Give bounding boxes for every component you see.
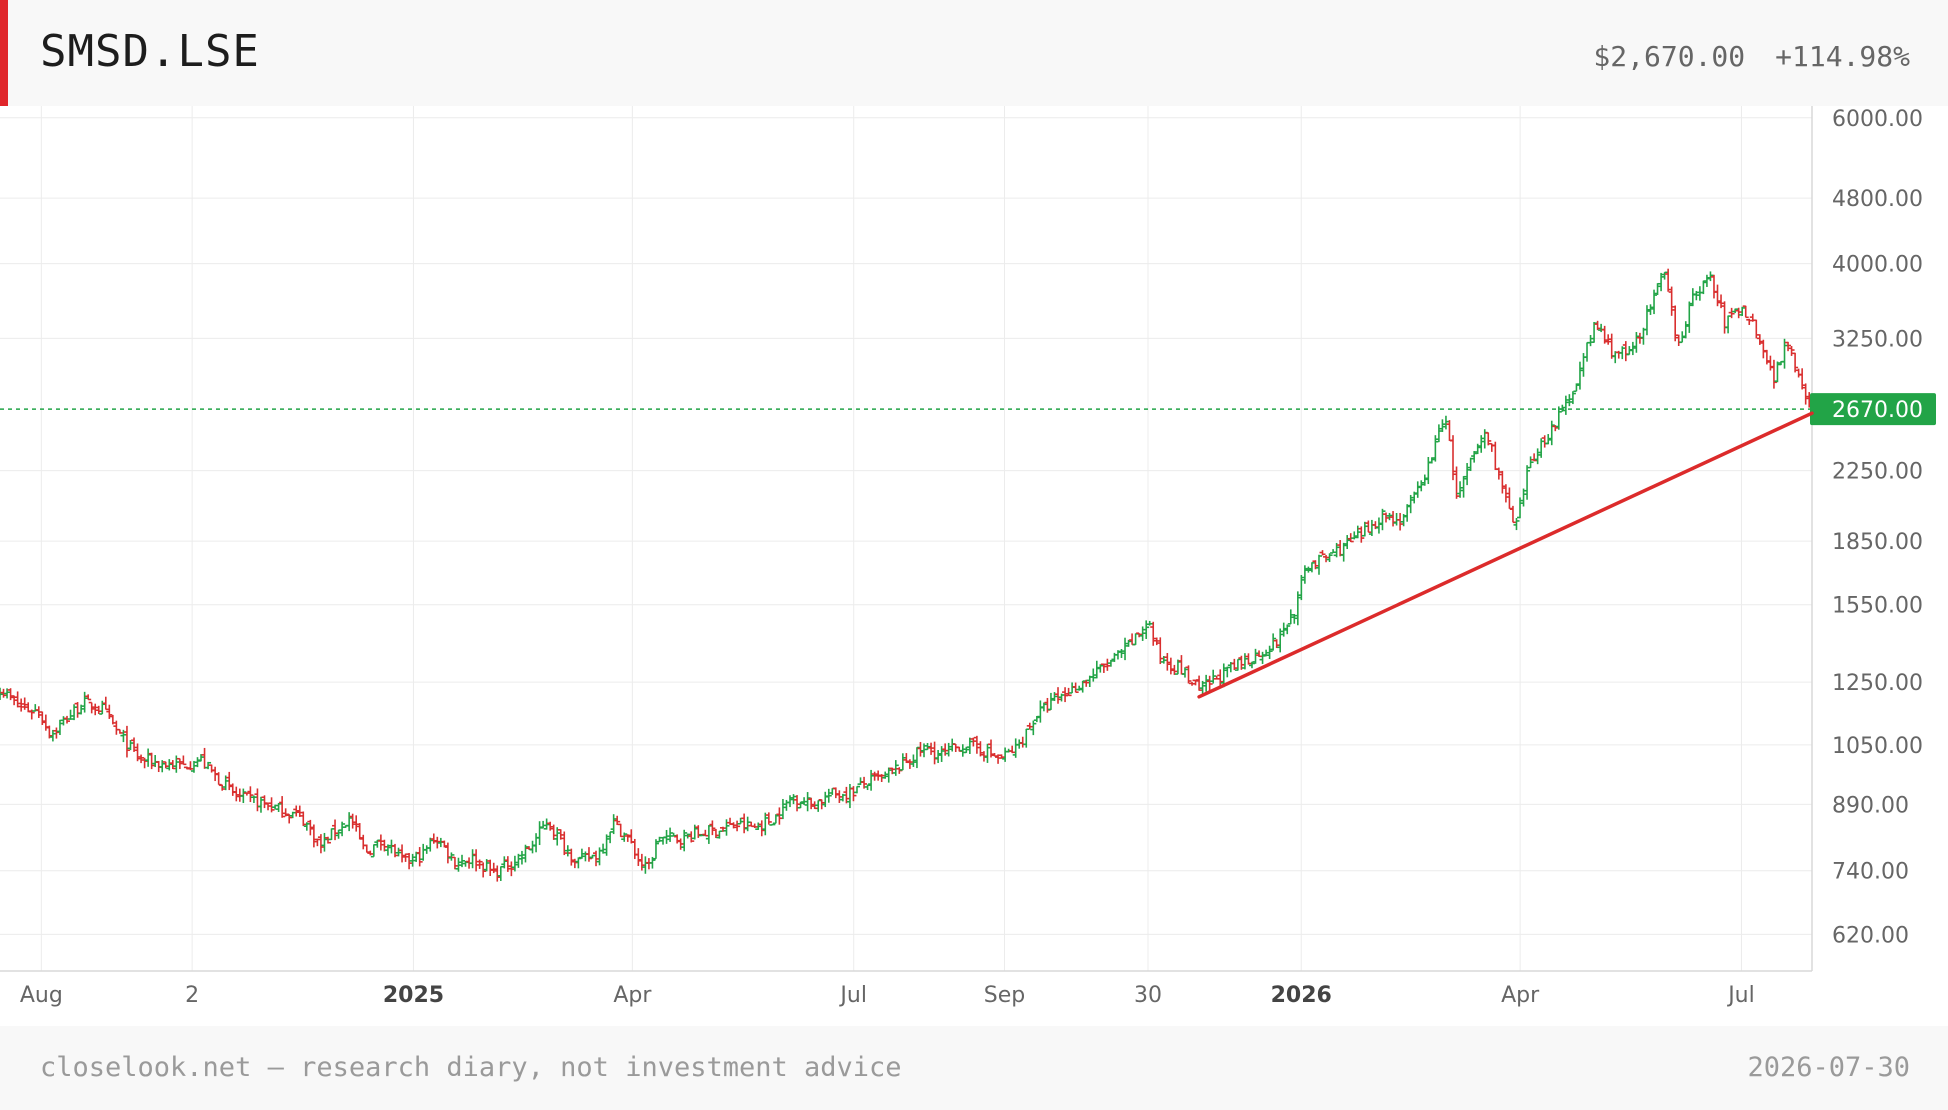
accent-stripe	[0, 0, 8, 106]
y-tick-label: 4800.00	[1832, 187, 1923, 212]
y-tick-label: 4000.00	[1832, 253, 1923, 278]
x-tick-label: Aug	[20, 983, 63, 1008]
y-tick-label: 2250.00	[1832, 460, 1923, 485]
x-tick-label: 2	[185, 983, 199, 1008]
x-tick-label: Sep	[984, 983, 1025, 1008]
price-chart[interactable]: 6000.00 4800.00 4000.00 3250.00 2250.00 1850.…	[0, 106, 1948, 1026]
footer-date: 2026-07-30	[1747, 1052, 1910, 1083]
last-price-badge	[1810, 393, 1936, 426]
y-tick-label: 1050.00	[1832, 734, 1923, 759]
footer-caption: closelook.net — research diary, not inve…	[40, 1052, 902, 1083]
y-tick-label: 740.00	[1832, 860, 1909, 885]
x-tick-label: 2025	[383, 983, 444, 1008]
last-price-label: 2670.00	[1832, 398, 1923, 423]
x-tick-label: 30	[1134, 983, 1162, 1008]
y-tick-label: 1550.00	[1832, 594, 1923, 619]
y-tick-label: 6000.00	[1832, 107, 1923, 132]
x-tick-label: Apr	[1501, 983, 1540, 1008]
chart-area[interactable]: 6000.00 4800.00 4000.00 3250.00 2250.00 1850.…	[0, 106, 1948, 1026]
x-tick-label: 2026	[1271, 983, 1332, 1008]
x-tick-label: Jul	[838, 983, 867, 1008]
y-tick-label: 620.00	[1832, 923, 1909, 948]
y-tick-label: 890.00	[1832, 793, 1909, 818]
last-price: $2,670.00	[1593, 40, 1746, 73]
ticker-symbol: SMSD.LSE	[40, 26, 260, 77]
y-tick-label: 1850.00	[1832, 530, 1923, 555]
footer-bar: closelook.net — research diary, not inve…	[0, 1026, 1948, 1110]
x-tick-label: Apr	[613, 983, 652, 1008]
support-trendline	[1197, 411, 1814, 699]
quote-summary: $2,670.00 +114.98%	[1593, 40, 1910, 73]
y-tick-label: 1250.00	[1832, 671, 1923, 696]
change-percent: +114.98%	[1775, 40, 1910, 73]
header-bar: SMSD.LSE $2,670.00 +114.98%	[0, 0, 1948, 106]
y-tick-label: 3250.00	[1832, 327, 1923, 352]
x-tick-label: Jul	[1726, 983, 1755, 1008]
